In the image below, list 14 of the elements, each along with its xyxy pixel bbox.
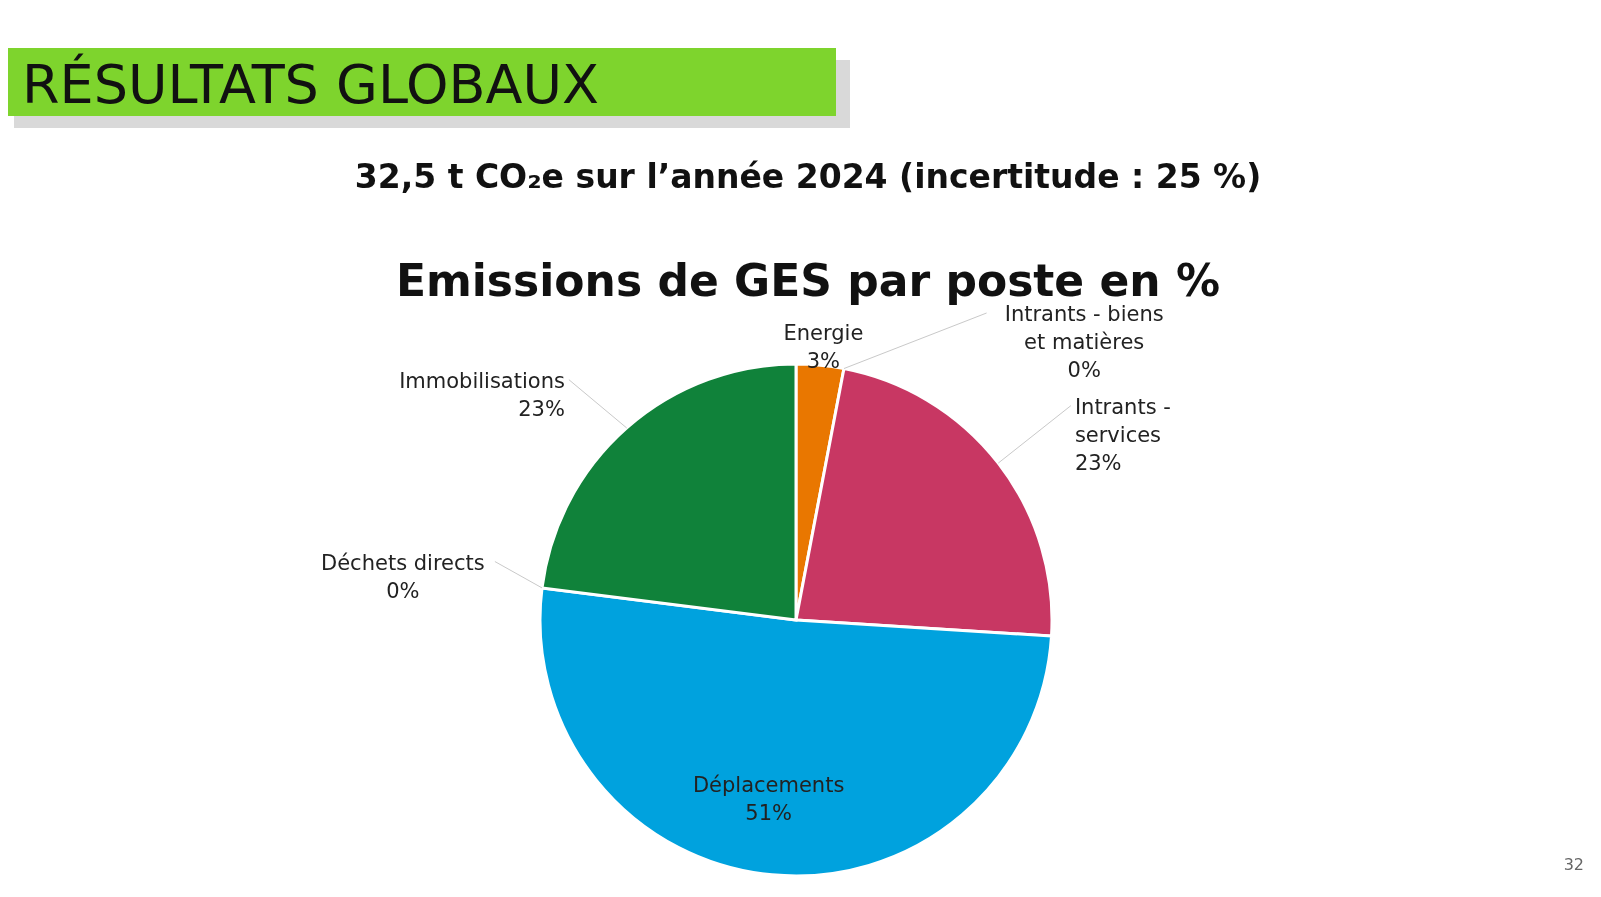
- slice-label: Déplacements: [692, 773, 845, 797]
- text: 0%: [386, 578, 420, 603]
- slice-label: Energie: [783, 321, 864, 345]
- text: RÉSULTATS GLOBAUX: [22, 53, 600, 116]
- slice-label: Intrants - services: [1074, 394, 1171, 447]
- legend-label: Déchets directs: [321, 550, 485, 575]
- data-label: 23%: [518, 396, 565, 421]
- slice-label: Immobilisations: [399, 368, 565, 393]
- text: 0%: [1067, 358, 1101, 382]
- data-label: 51%: [745, 801, 792, 825]
- text: 32: [1563, 855, 1584, 874]
- chart-subtitle: 32,5 t CO₂e sur l’année 2024 (incertitude : 25 %): [354, 157, 1262, 196]
- data-label: 3%: [806, 349, 841, 373]
- data-label: 23%: [1074, 450, 1122, 475]
